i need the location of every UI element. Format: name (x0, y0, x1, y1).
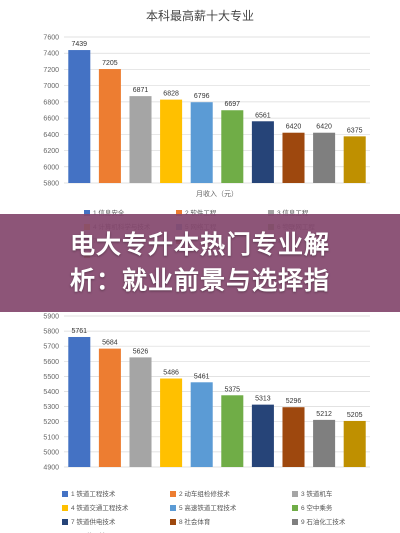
bar (129, 96, 152, 183)
banner-title-line-2: 析：就业前景与选择指 (69, 266, 330, 295)
bar-value-label: 5205 (347, 412, 363, 419)
bar (251, 121, 274, 183)
legend-swatch (170, 491, 176, 497)
bar (221, 110, 244, 183)
legend-entry: 6 空中乘务 (301, 503, 333, 512)
y-tick-label: 5000 (43, 449, 59, 456)
bar-value-label: 5761 (72, 328, 88, 335)
y-tick-label: 7400 (43, 51, 59, 58)
y-tick-label: 7200 (43, 67, 59, 74)
legend-swatch (268, 210, 274, 216)
legend-entry: 9 石油化工技术 (301, 517, 346, 526)
banner-title-line-1: 电大专升本热门专业解 (69, 230, 330, 259)
y-tick-label: 6400 (43, 132, 59, 139)
bar (282, 132, 305, 183)
bar-value-label: 6375 (347, 127, 363, 134)
bar-value-label: 5461 (194, 373, 210, 380)
title-banner: 电大专升本热门专业解 析：就业前景与选择指 (0, 214, 400, 312)
bar (190, 102, 213, 183)
y-tick-label: 6800 (43, 99, 59, 106)
bar-value-label: 7205 (102, 60, 118, 67)
x-axis-label: 月收入（元） (196, 189, 238, 198)
bar-value-label: 5375 (225, 386, 241, 393)
bar-value-label: 5626 (133, 348, 149, 355)
bar-value-label: 6561 (255, 112, 271, 119)
legend-entry: 4 铁道交通工程技术 (71, 503, 129, 512)
y-tick-label: 5100 (43, 434, 59, 441)
bar (98, 348, 121, 467)
bar-chart-2: 4900 5000 5100 5200 5300 5400 5500 5600 5700 5800… (43, 314, 370, 533)
legend-swatch (170, 505, 176, 511)
y-tick-label: 5400 (43, 389, 59, 396)
legend-entry: 2 动车组检修技术 (179, 489, 230, 498)
bar (160, 99, 183, 183)
bar-value-label: 7439 (72, 41, 88, 48)
bar (313, 132, 336, 183)
bar-value-label: 5296 (286, 398, 302, 405)
legend-swatch (292, 491, 298, 497)
bar (343, 420, 366, 467)
y-tick-label: 5600 (43, 359, 59, 366)
bar-value-label: 5486 (163, 370, 179, 377)
bar-value-label: 6871 (133, 87, 149, 94)
chart-top-salary-vocational: 4900 5000 5100 5200 5300 5400 5500 5600 5700 5800… (0, 300, 400, 533)
legend-entry: 8 社会体育 (179, 517, 211, 526)
y-tick-label: 5800 (43, 181, 59, 188)
bar (68, 50, 91, 184)
legend-swatch (292, 505, 298, 511)
bar (98, 69, 121, 183)
bar-value-label: 6420 (316, 124, 332, 131)
y-tick-label: 5500 (43, 374, 59, 381)
legend-swatch (62, 519, 68, 525)
bar-value-label: 6420 (286, 124, 302, 131)
bar-value-label: 6697 (225, 101, 241, 108)
y-tick-label: 4900 (43, 465, 59, 472)
bar (313, 419, 336, 467)
chart-title: 本科最高薪十大专业 (146, 8, 254, 23)
legend-swatch (62, 491, 68, 497)
bar-value-label: 6828 (163, 91, 179, 98)
bar (68, 336, 91, 467)
y-tick-label: 6200 (43, 148, 59, 155)
y-tick-label: 5200 (43, 419, 59, 426)
legend-entry: 3 铁道机车 (301, 489, 333, 498)
legend-entry: 1 信息安全 (93, 208, 125, 217)
legend-swatch (292, 519, 298, 525)
legend-entry: 3 信息工程 (277, 208, 309, 217)
bar (251, 404, 274, 467)
bar (160, 378, 183, 467)
bar-value-label: 6796 (194, 93, 210, 100)
y-tick-label: 6600 (43, 116, 59, 123)
bar-value-label: 5212 (316, 411, 332, 418)
bar (221, 395, 244, 467)
legend-swatch (170, 519, 176, 525)
legend-entry: 7 铁道供电技术 (71, 517, 116, 526)
y-tick-label: 5700 (43, 344, 59, 351)
bar (190, 382, 213, 467)
bar (343, 136, 366, 183)
legend-entry: 2 软件工程 (185, 208, 217, 217)
legend-swatch (62, 505, 68, 511)
y-tick-label: 5900 (43, 314, 59, 321)
y-tick-label: 5800 (43, 329, 59, 336)
bar-value-label: 5684 (102, 340, 118, 347)
y-tick-label: 6000 (43, 164, 59, 171)
bar (129, 357, 152, 467)
legend-swatch (176, 210, 182, 216)
bar-value-label: 5313 (255, 396, 271, 403)
legend-entry: 1 铁道工程技术 (71, 489, 116, 498)
legend-swatch (84, 210, 90, 216)
y-tick-label: 7600 (43, 35, 59, 42)
bar (282, 407, 305, 467)
y-tick-label: 5300 (43, 404, 59, 411)
legend-entry: 5 高速铁道工程技术 (179, 503, 237, 512)
y-tick-label: 7000 (43, 83, 59, 90)
